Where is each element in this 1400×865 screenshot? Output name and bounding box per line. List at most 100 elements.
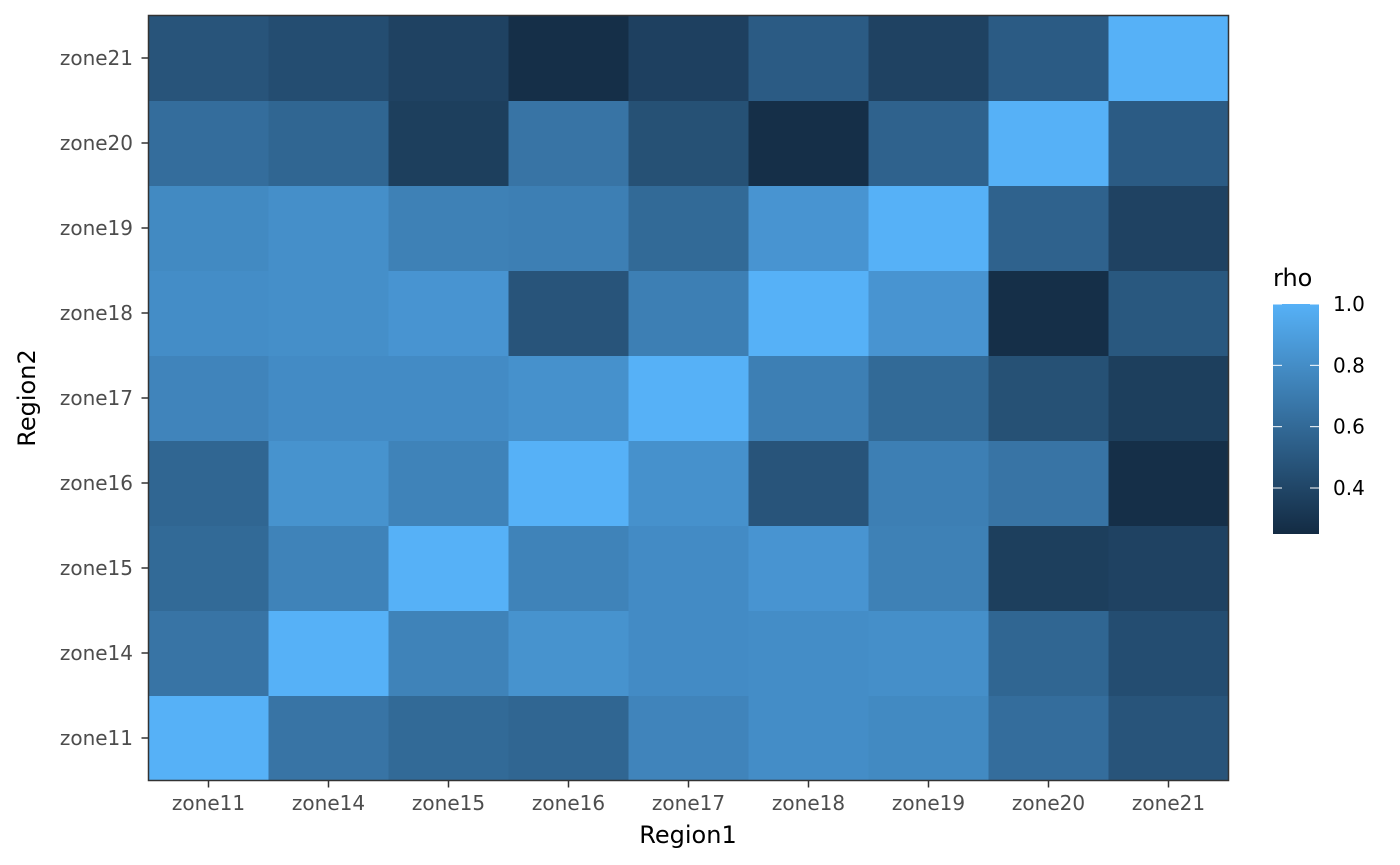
legend-tick-label: 0.8 [1333,353,1365,377]
heatmap-cell [748,695,869,781]
heatmap-cell [868,440,989,526]
heatmap-cell [508,525,629,611]
x-tick-label: zone15 [412,791,485,815]
y-tick-label: zone14 [60,641,133,665]
heatmap-cell [1108,695,1229,781]
heatmap-cell [988,185,1109,271]
heatmap-cell [508,270,629,356]
heatmap-cell [508,15,629,101]
heatmap-cell [268,270,389,356]
heatmap-cell [628,695,749,781]
heatmap-cell [148,440,269,526]
heatmap-cells [148,15,1229,781]
heatmap-cell [1108,525,1229,611]
heatmap-cell [748,100,869,186]
heatmap-cell [388,185,509,271]
heatmap-cell [988,695,1109,781]
heatmap-cell [1108,270,1229,356]
heatmap-cell [988,15,1109,101]
heatmap-cell [148,270,269,356]
heatmap-cell [148,610,269,696]
heatmap-cell [628,610,749,696]
heatmap-cell [388,15,509,101]
heatmap-cell [868,610,989,696]
heatmap-cell [148,185,269,271]
heatmap-cell [628,185,749,271]
x-tick-label: zone18 [772,791,845,815]
y-tick-label: zone17 [60,386,133,410]
heatmap-cell [628,270,749,356]
x-tick-label: zone17 [652,791,725,815]
x-axis-ticks: zone11 zone14 zone15 zone16 zone17 zone18 zone… [172,780,1205,815]
heatmap-cell [508,185,629,271]
legend-ticks: 0.4 0.6 0.8 1.0 [1273,292,1365,500]
x-tick-label: zone21 [1132,791,1205,815]
heatmap-cell [748,185,869,271]
heatmap-cell [388,525,509,611]
heatmap-cell [628,355,749,441]
heatmap-cell [868,695,989,781]
heatmap-cell [748,355,869,441]
x-tick-label: zone11 [172,791,245,815]
heatmap-cell [868,355,989,441]
y-tick-label: zone16 [60,471,133,495]
heatmap-cell [748,440,869,526]
heatmap-cell [868,15,989,101]
y-axis-ticks: zone11 zone14 zone15 zone16 zone17 zone18 zone… [60,46,149,750]
x-axis-title: Region1 [639,821,736,849]
legend-title: rho [1273,264,1312,292]
heatmap-cell [748,270,869,356]
heatmap-cell [388,355,509,441]
heatmap-cell [628,15,749,101]
heatmap-cell [748,15,869,101]
heatmap-cell [148,15,269,101]
heatmap-cell [988,525,1109,611]
heatmap-cell [268,100,389,186]
heatmap-cell [628,440,749,526]
heatmap-cell [508,695,629,781]
legend-tick-label: 1.0 [1333,292,1365,316]
heatmap-cell [268,185,389,271]
heatmap-cell [268,15,389,101]
heatmap-cell [508,440,629,526]
heatmap-cell [1108,440,1229,526]
heatmap-cell [988,440,1109,526]
x-tick-label: zone20 [1012,791,1085,815]
heatmap-cell [628,525,749,611]
heatmap-cell [868,185,989,271]
heatmap-cell [868,525,989,611]
y-tick-label: zone15 [60,556,133,580]
y-tick-label: zone19 [60,216,133,240]
color-legend: rho 0.4 0.6 0.8 1.0 [1273,264,1365,534]
y-tick-label: zone11 [60,726,133,750]
x-tick-label: zone19 [892,791,965,815]
heatmap-cell [268,440,389,526]
heatmap-cell [868,100,989,186]
heatmap-cell [268,695,389,781]
heatmap-cell [268,525,389,611]
heatmap-cell [148,355,269,441]
heatmap-cell [508,100,629,186]
heatmap-cell [1108,610,1229,696]
heatmap-cell [748,610,869,696]
y-axis-title: Region2 [13,349,41,446]
heatmap-cell [508,610,629,696]
heatmap-cell [268,355,389,441]
heatmap-cell [1108,355,1229,441]
legend-colorbar [1273,304,1319,534]
heatmap-cell [388,695,509,781]
legend-tick-label: 0.4 [1333,476,1365,500]
heatmap-cell [988,355,1109,441]
heatmap-cell [388,610,509,696]
y-tick-label: zone18 [60,301,133,325]
heatmap-cell [988,610,1109,696]
y-tick-label: zone20 [60,131,133,155]
legend-tick-label: 0.6 [1333,415,1365,439]
heatmap-cell [1108,15,1229,101]
heatmap-cell [988,270,1109,356]
heatmap-cell [1108,185,1229,271]
heatmap-cell [388,270,509,356]
heatmap-cell [388,100,509,186]
heatmap-cell [148,695,269,781]
